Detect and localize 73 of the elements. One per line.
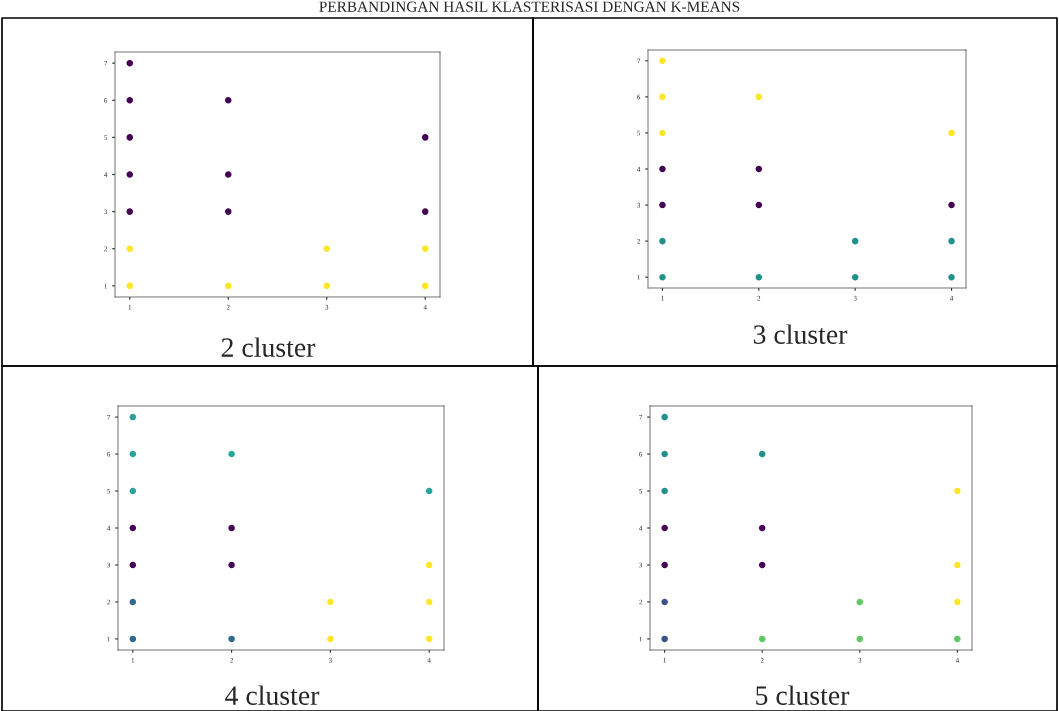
point bbox=[954, 487, 961, 495]
point bbox=[228, 524, 235, 532]
point bbox=[659, 57, 666, 65]
point bbox=[661, 450, 668, 458]
text: PERBANDINGAN HASIL KLASTERISASI DENGAN K-MEANS bbox=[319, 1, 740, 12]
point bbox=[659, 237, 666, 245]
point bbox=[954, 561, 961, 569]
point bbox=[225, 171, 232, 178]
point bbox=[948, 201, 955, 209]
point bbox=[129, 598, 137, 606]
point bbox=[954, 635, 961, 643]
point bbox=[755, 201, 763, 209]
point bbox=[129, 413, 137, 421]
point bbox=[228, 450, 235, 458]
point bbox=[126, 171, 134, 178]
text: 3 cluster bbox=[753, 324, 848, 344]
point bbox=[421, 245, 429, 252]
point bbox=[856, 635, 864, 643]
point bbox=[758, 524, 766, 532]
point bbox=[228, 561, 235, 569]
point bbox=[327, 635, 334, 643]
point bbox=[758, 635, 766, 643]
point bbox=[661, 487, 668, 495]
point bbox=[228, 635, 235, 643]
point bbox=[659, 201, 666, 209]
text: 2 cluster bbox=[221, 337, 316, 357]
point bbox=[129, 450, 137, 458]
point bbox=[758, 561, 766, 569]
point bbox=[225, 208, 232, 215]
point bbox=[421, 134, 429, 141]
text: 5 cluster bbox=[756, 685, 850, 705]
point bbox=[661, 635, 668, 643]
point bbox=[126, 134, 134, 141]
point bbox=[954, 598, 961, 606]
point bbox=[126, 245, 134, 252]
point bbox=[126, 97, 134, 104]
point bbox=[755, 165, 763, 173]
point bbox=[661, 561, 668, 569]
point bbox=[659, 273, 666, 281]
point bbox=[126, 208, 134, 215]
point bbox=[425, 487, 433, 495]
point bbox=[129, 487, 137, 495]
point bbox=[659, 165, 666, 173]
point bbox=[129, 635, 137, 643]
point bbox=[948, 129, 955, 137]
point bbox=[323, 282, 330, 290]
point bbox=[126, 59, 134, 67]
point bbox=[225, 97, 232, 104]
text: 4 cluster bbox=[225, 685, 320, 705]
point bbox=[851, 273, 859, 281]
point bbox=[948, 237, 955, 245]
point bbox=[758, 450, 766, 458]
point bbox=[129, 561, 137, 569]
point bbox=[659, 93, 666, 101]
point bbox=[948, 273, 955, 281]
point bbox=[126, 282, 134, 290]
point bbox=[659, 129, 666, 137]
point bbox=[425, 635, 433, 643]
point bbox=[425, 561, 433, 569]
point bbox=[421, 282, 429, 290]
point bbox=[856, 598, 864, 606]
point bbox=[323, 245, 330, 252]
point bbox=[421, 208, 429, 215]
point bbox=[661, 524, 668, 532]
point bbox=[327, 598, 334, 606]
point bbox=[661, 598, 668, 606]
point bbox=[851, 237, 859, 245]
point bbox=[661, 413, 668, 421]
point bbox=[225, 282, 232, 290]
point bbox=[129, 524, 137, 532]
point bbox=[755, 93, 763, 101]
point bbox=[755, 273, 763, 281]
point bbox=[425, 598, 433, 606]
